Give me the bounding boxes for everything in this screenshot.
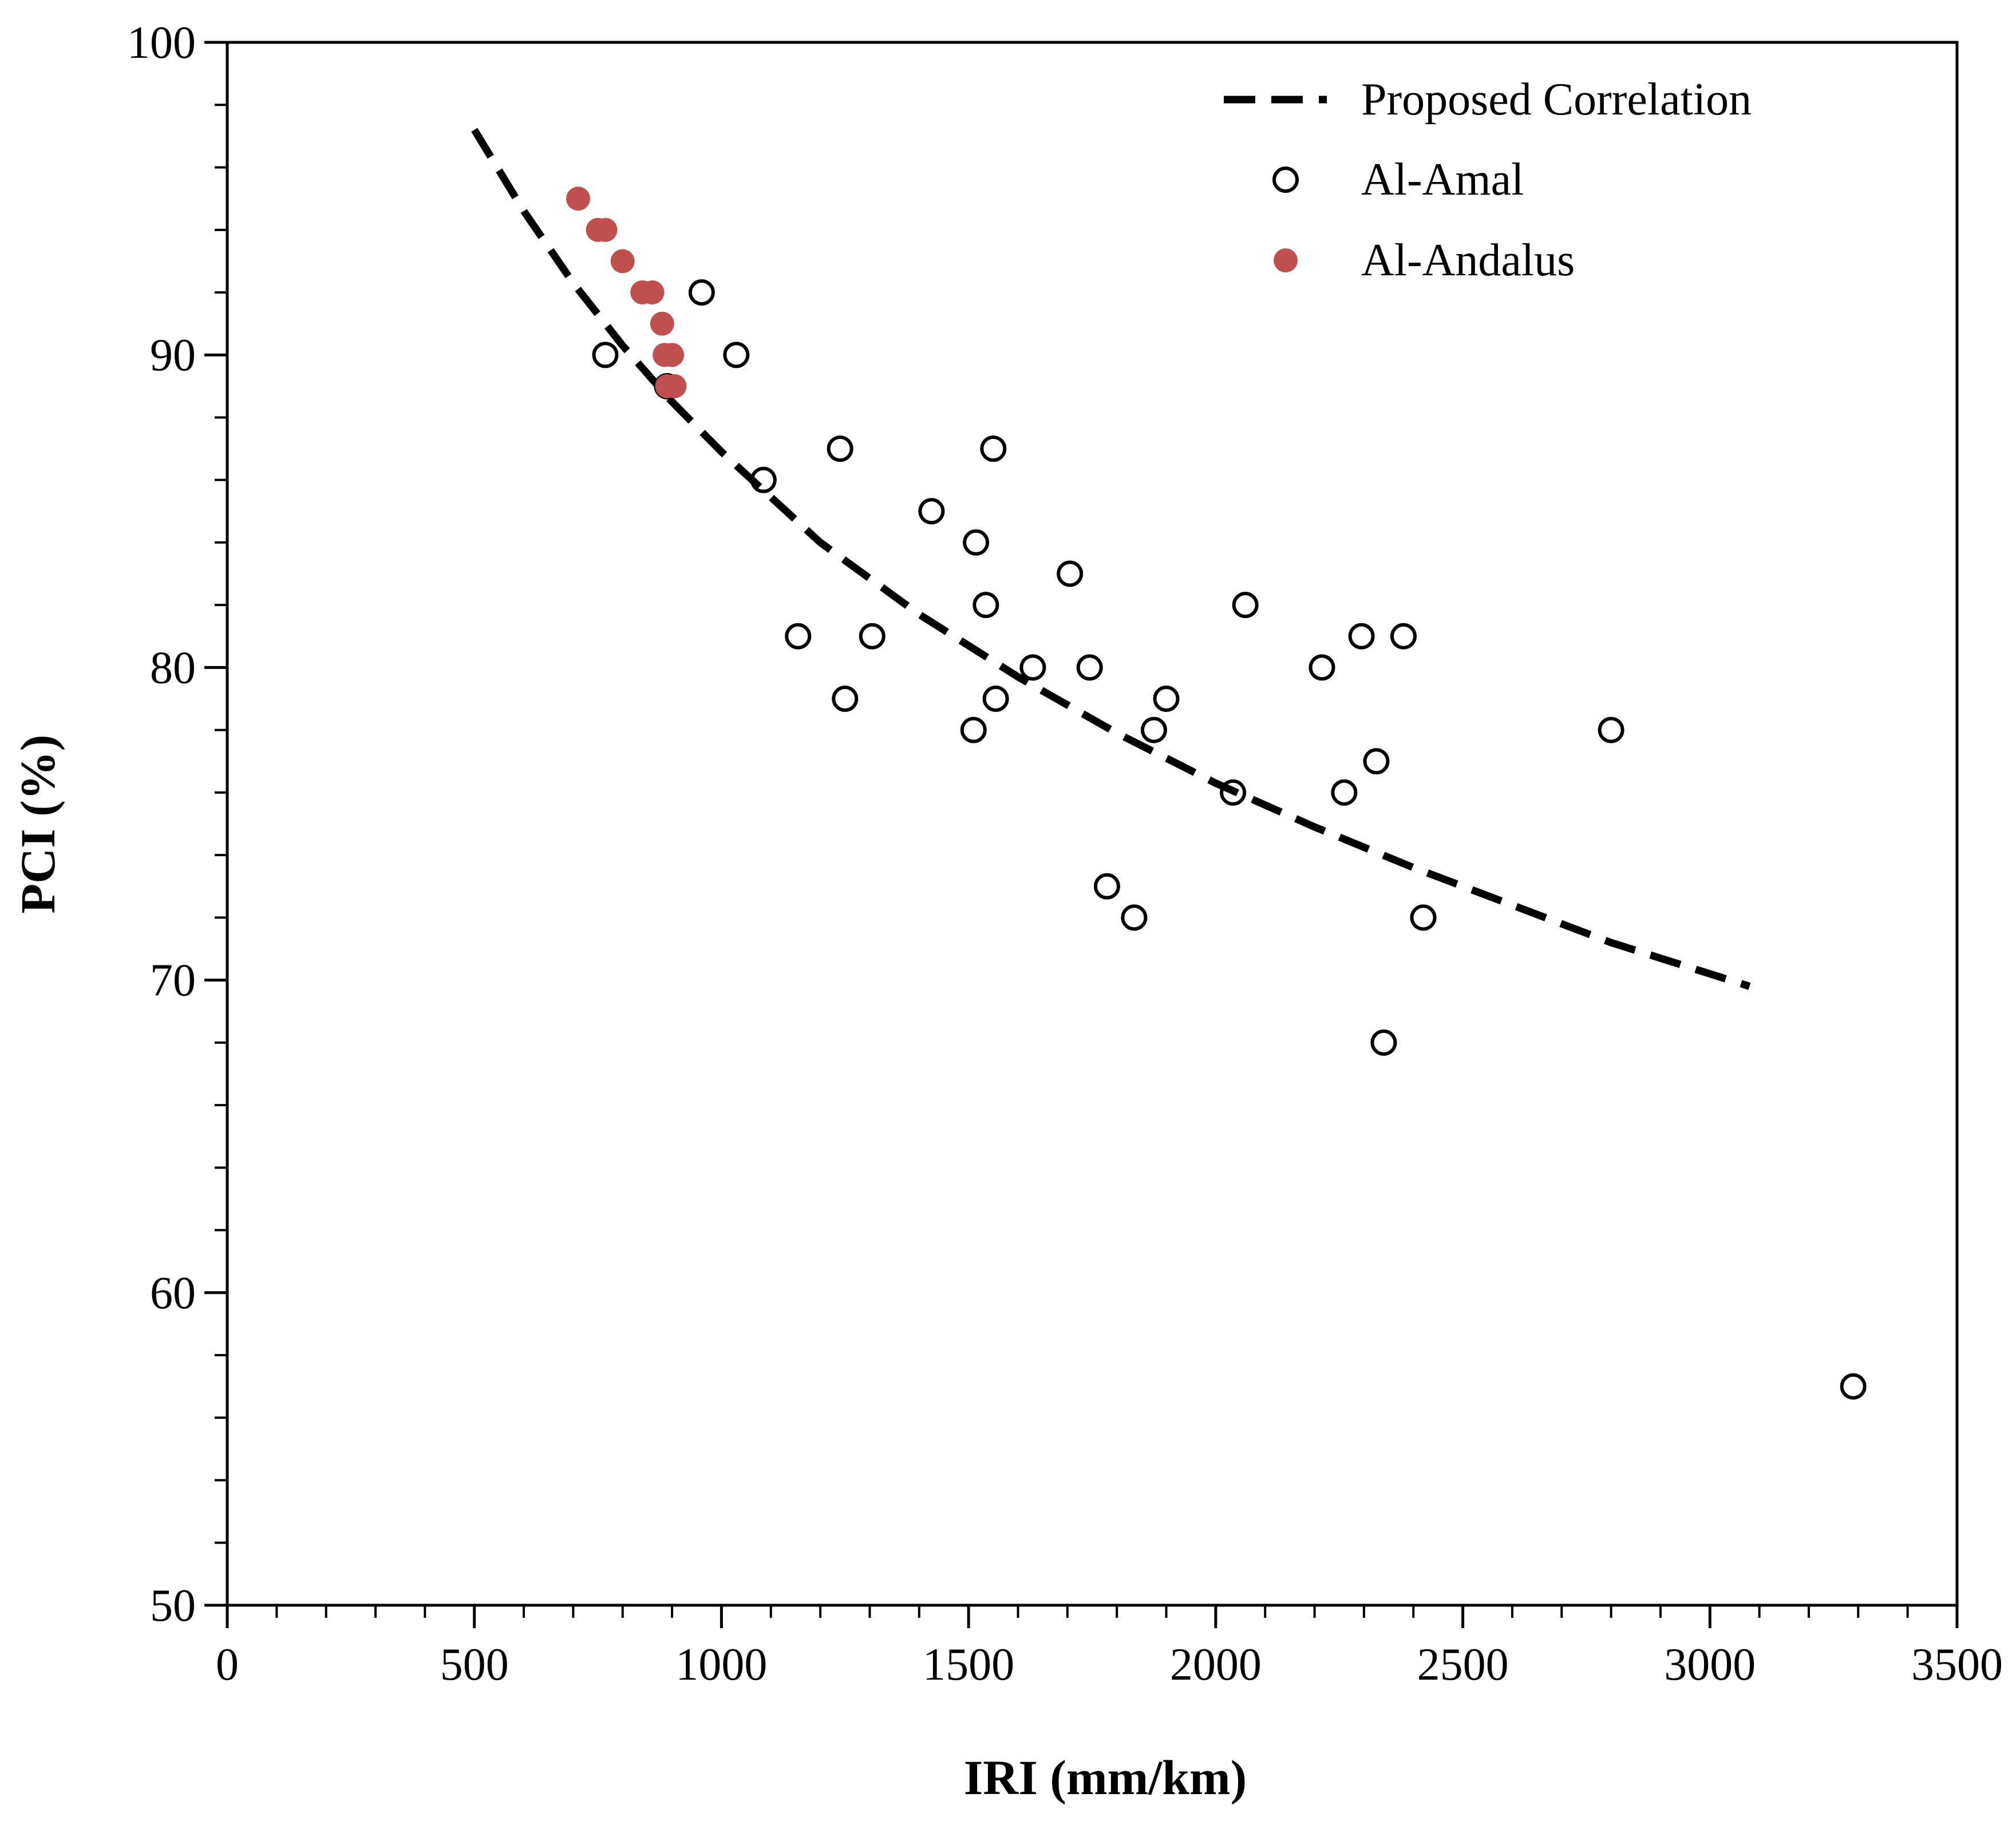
legend-al-andalus-marker [1274, 248, 1298, 272]
al-amal-point [1057, 560, 1084, 587]
al-amal-point [827, 436, 853, 462]
al-amal-point [963, 529, 990, 556]
y-tick-label: 70 [150, 956, 196, 1006]
al-andalus-point [593, 217, 618, 242]
al-amal-point [1093, 873, 1120, 900]
al-amal-point [592, 342, 619, 369]
al-amal-point [980, 436, 1007, 462]
x-tick-label: 2500 [1417, 1640, 1509, 1690]
al-amal-point [918, 498, 945, 525]
y-axis-title: PCI (%) [10, 735, 65, 914]
al-andalus-point [650, 311, 674, 336]
al-amal-point [1840, 1373, 1867, 1400]
y-tick-label: 80 [150, 643, 196, 693]
al-andalus-point [662, 374, 687, 398]
al-amal-point [982, 686, 1009, 712]
al-amal-point [723, 342, 750, 369]
al-amal-point [859, 623, 886, 650]
al-amal-point [785, 623, 812, 650]
al-amal-point [1390, 623, 1417, 650]
al-amal-point [1153, 686, 1180, 712]
correlation-curve [471, 128, 1751, 990]
axis-ticks-layer: 0 500 1000 1500 2000 2500 3000 3500 50 60 70 80 90 10… [127, 18, 2003, 1690]
plot-frame [226, 41, 1959, 1607]
x-tick-label: 3500 [1911, 1640, 2003, 1690]
al-amal-point [750, 466, 777, 493]
al-amal-point [1331, 779, 1358, 806]
al-amal-point [1140, 716, 1167, 743]
x-tick-label: 2000 [1170, 1640, 1262, 1690]
al-andalus-point [566, 187, 591, 211]
x-tick-label: 1500 [923, 1640, 1014, 1690]
x-tick-label: 1000 [675, 1640, 767, 1690]
x-tick-label: 3000 [1664, 1640, 1756, 1690]
legend-correlation-label: Proposed Correlation [1361, 74, 1752, 125]
al-amal-point [1121, 904, 1148, 931]
al-amal-point [832, 686, 859, 712]
legend-al-amal-label: Al-Amal [1361, 155, 1524, 205]
y-tick-label: 50 [150, 1581, 196, 1631]
data-points-layer [566, 187, 1867, 1400]
al-amal-point [1410, 904, 1437, 931]
legend: Proposed Correlation Al-Amal Al-Andalus [1224, 74, 1752, 286]
al-andalus-point [610, 249, 635, 274]
al-amal-point [688, 279, 715, 306]
al-amal-point [1363, 748, 1390, 775]
al-amal-point [960, 716, 987, 743]
al-amal-point [1232, 592, 1259, 619]
x-axis-title: IRI (mm/km) [964, 1750, 1247, 1805]
legend-al-andalus-label: Al-Andalus [1361, 235, 1575, 286]
al-amal-point [1348, 623, 1375, 650]
al-andalus-point [660, 343, 685, 367]
y-tick-label: 60 [150, 1268, 196, 1319]
legend-al-amal-marker [1272, 167, 1299, 193]
al-andalus-point [640, 280, 665, 304]
x-tick-label: 500 [440, 1640, 509, 1690]
x-tick-label: 0 [216, 1640, 239, 1690]
correlation-layer [471, 128, 1751, 990]
y-tick-label: 90 [150, 330, 196, 381]
y-tick-label: 100 [127, 18, 196, 68]
al-amal-point [1220, 779, 1247, 806]
al-amal-point [1370, 1029, 1397, 1056]
al-amal-point [973, 592, 999, 619]
al-amal-point [1598, 716, 1624, 743]
al-amal-point [1076, 654, 1103, 681]
al-amal-point [1019, 654, 1046, 681]
al-amal-point [1309, 654, 1335, 681]
